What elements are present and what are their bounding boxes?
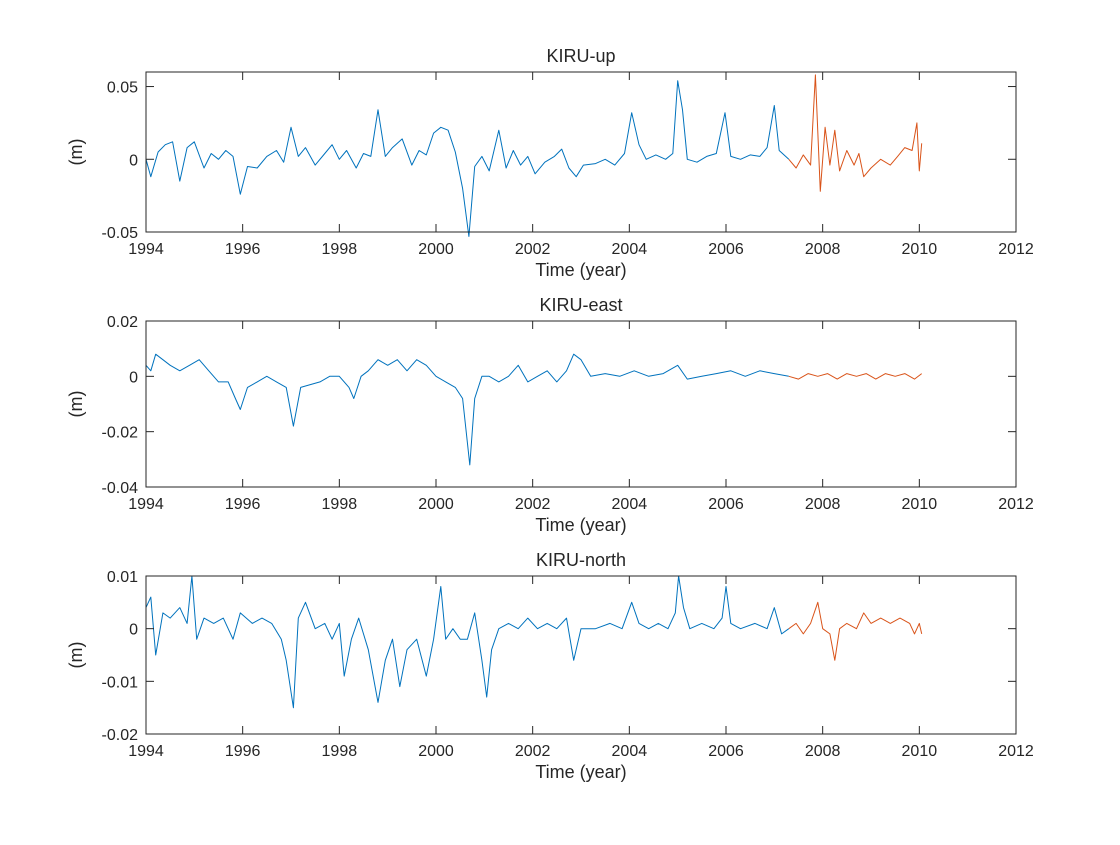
subplot-east: KIRU-east 1994 1996 1998 2000 2002 2004 2006 200… [66, 295, 1034, 535]
axes-frame [145, 71, 1017, 233]
x-tick-label: 2002 [515, 743, 551, 760]
series-line-0 [145, 80, 790, 237]
y-tick-label: 0.05 [107, 80, 138, 97]
subplot-up: KIRU-up 1994 1996 1998 2000 2002 2004 2006 2008 2… [66, 46, 1034, 280]
x-tick-label: 2012 [998, 743, 1034, 760]
x-tick-label: 2002 [515, 241, 551, 258]
axes-frame [145, 320, 1017, 488]
y-tick-label: 0 [129, 152, 138, 169]
series-line-1 [788, 74, 923, 192]
x-tick-label: 2008 [805, 496, 841, 513]
y-tick-label: -0.05 [102, 225, 139, 242]
y-tick-label: -0.02 [102, 425, 139, 442]
y-tick-label: -0.02 [102, 727, 139, 744]
x-tick-label: 2006 [708, 496, 744, 513]
x-tick-label: 1998 [322, 496, 358, 513]
x-axis-label: Time (year) [535, 762, 626, 782]
subplot-north: KIRU-north 1994 1996 1998 2000 2002 2004 2006 20… [66, 550, 1034, 782]
y-tick-label: 0 [129, 369, 138, 386]
x-axis-label: Time (year) [535, 260, 626, 280]
y-tick-label: -0.04 [102, 480, 139, 497]
chart-title: KIRU-north [536, 550, 626, 570]
series-line-0 [145, 353, 789, 466]
y-axis-label: (m) [66, 139, 86, 166]
x-tick-label: 2002 [515, 496, 551, 513]
x-tick-label: 1998 [322, 241, 358, 258]
x-tick-label: 2010 [902, 496, 938, 513]
series-line-1 [788, 601, 923, 661]
x-tick-label: 2000 [418, 743, 454, 760]
y-tick-label: 0.01 [107, 569, 138, 586]
series-line-0 [145, 575, 790, 709]
x-tick-label: 1994 [128, 743, 164, 760]
x-tick-label: 2008 [805, 743, 841, 760]
y-axis-label: (m) [66, 391, 86, 418]
x-tick-label: 2010 [902, 743, 938, 760]
x-tick-label: 2008 [805, 241, 841, 258]
x-tick-label: 2004 [612, 743, 648, 760]
x-tick-label: 2010 [902, 241, 938, 258]
x-tick-label: 1994 [128, 241, 164, 258]
x-tick-label: 1996 [225, 743, 261, 760]
x-tick-label: 2006 [708, 743, 744, 760]
x-tick-label: 2000 [418, 241, 454, 258]
y-axis-label: (m) [66, 642, 86, 669]
x-tick-label: 2004 [612, 241, 648, 258]
x-tick-label: 2012 [998, 496, 1034, 513]
x-tick-label: 2012 [998, 241, 1034, 258]
x-tick-label: 1996 [225, 241, 261, 258]
x-tick-label: 2000 [418, 496, 454, 513]
chart-title: KIRU-east [539, 295, 622, 315]
series-line-1 [788, 373, 923, 380]
x-tick-label: 1998 [322, 743, 358, 760]
chart-title: KIRU-up [546, 46, 615, 66]
x-tick-label: 1996 [225, 496, 261, 513]
x-tick-label: 2006 [708, 241, 744, 258]
x-axis-label: Time (year) [535, 515, 626, 535]
x-tick-label: 2004 [612, 496, 648, 513]
axes-frame [145, 575, 1017, 735]
y-tick-label: 0 [129, 622, 138, 639]
y-tick-label: 0.02 [107, 314, 138, 331]
x-tick-label: 1994 [128, 496, 164, 513]
y-tick-label: -0.01 [102, 674, 139, 691]
